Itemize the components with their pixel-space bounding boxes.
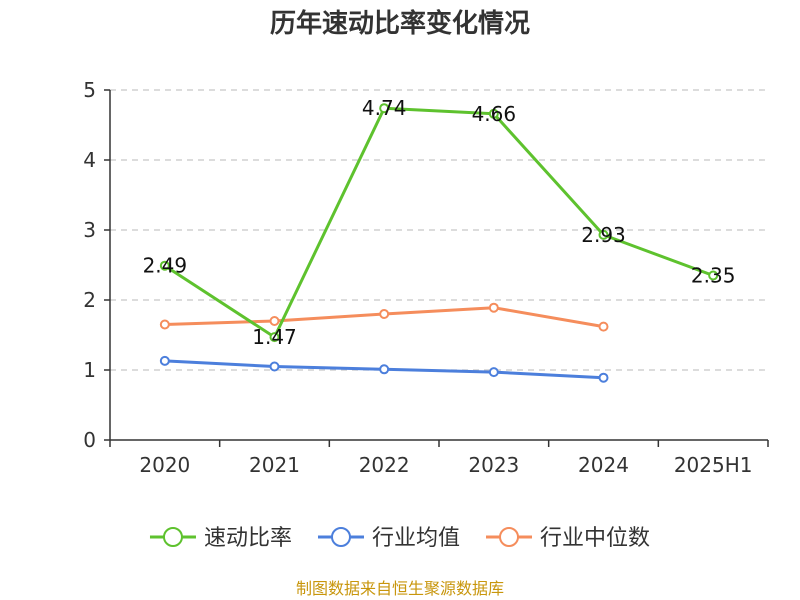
x-tick-label: 2020 [139, 453, 190, 477]
data-point [379, 309, 390, 319]
data-label: 2.49 [143, 254, 188, 278]
legend: 速动比率 行业均值 行业中位数 [149, 526, 650, 551]
data-point [379, 103, 390, 114]
chart-title: 历年速动比率变化情况 [270, 8, 530, 39]
data-point [598, 229, 609, 240]
series-layer [159, 103, 719, 383]
data-point [598, 321, 609, 332]
legend-marker [162, 527, 183, 547]
x-tick-label: 2024 [578, 453, 629, 477]
grid-layer [110, 89, 768, 371]
data-label: 4.74 [362, 96, 407, 120]
data-point [269, 361, 280, 372]
data-point [379, 364, 390, 375]
data-label: 2.93 [581, 223, 626, 247]
data-point [708, 270, 719, 281]
data-point [159, 355, 170, 366]
data-point [598, 372, 609, 383]
x-tick-label: 2025H1 [674, 453, 753, 477]
data-point [488, 367, 499, 378]
legend-item: 行业均值 [317, 526, 460, 551]
data-label: 4.66 [472, 102, 517, 126]
y-tick-label: 5 [83, 78, 96, 102]
x-tick-label: 2021 [249, 453, 300, 477]
data-point [159, 260, 170, 271]
legend-label: 行业中位数 [540, 526, 650, 551]
legend-item: 行业中位数 [486, 526, 650, 551]
legend-marker [499, 527, 520, 547]
legend-label: 行业均值 [372, 526, 460, 551]
data-point [269, 332, 280, 343]
source-note: 制图数据来自恒生聚源数据库 [296, 579, 504, 598]
legend-label: 速动比率 [204, 526, 292, 551]
y-tick-label: 0 [83, 428, 96, 452]
data-point [488, 108, 499, 119]
data-point [269, 316, 280, 326]
data-label: 2.35 [691, 264, 736, 288]
y-tick-label: 4 [83, 148, 96, 172]
x-tick-label: 2023 [468, 453, 519, 477]
data-label: 1.47 [252, 325, 297, 349]
data-label-layer: 2.49 1.47 4.74 4.66 2.93 2.35 [143, 96, 736, 349]
series-line [163, 106, 714, 339]
legend-item: 速动比率 [149, 526, 292, 551]
data-point [488, 302, 499, 313]
data-point [159, 319, 170, 330]
legend-marker [330, 527, 351, 547]
x-tick-label: 2022 [359, 453, 410, 477]
y-tick-label: 2 [83, 288, 96, 312]
axis-layer: 0 1 2 3 4 5 2020 2021 2022 2023 2024 2025H1 [83, 78, 769, 477]
y-tick-label: 1 [83, 358, 96, 382]
y-tick-label: 3 [83, 218, 96, 242]
